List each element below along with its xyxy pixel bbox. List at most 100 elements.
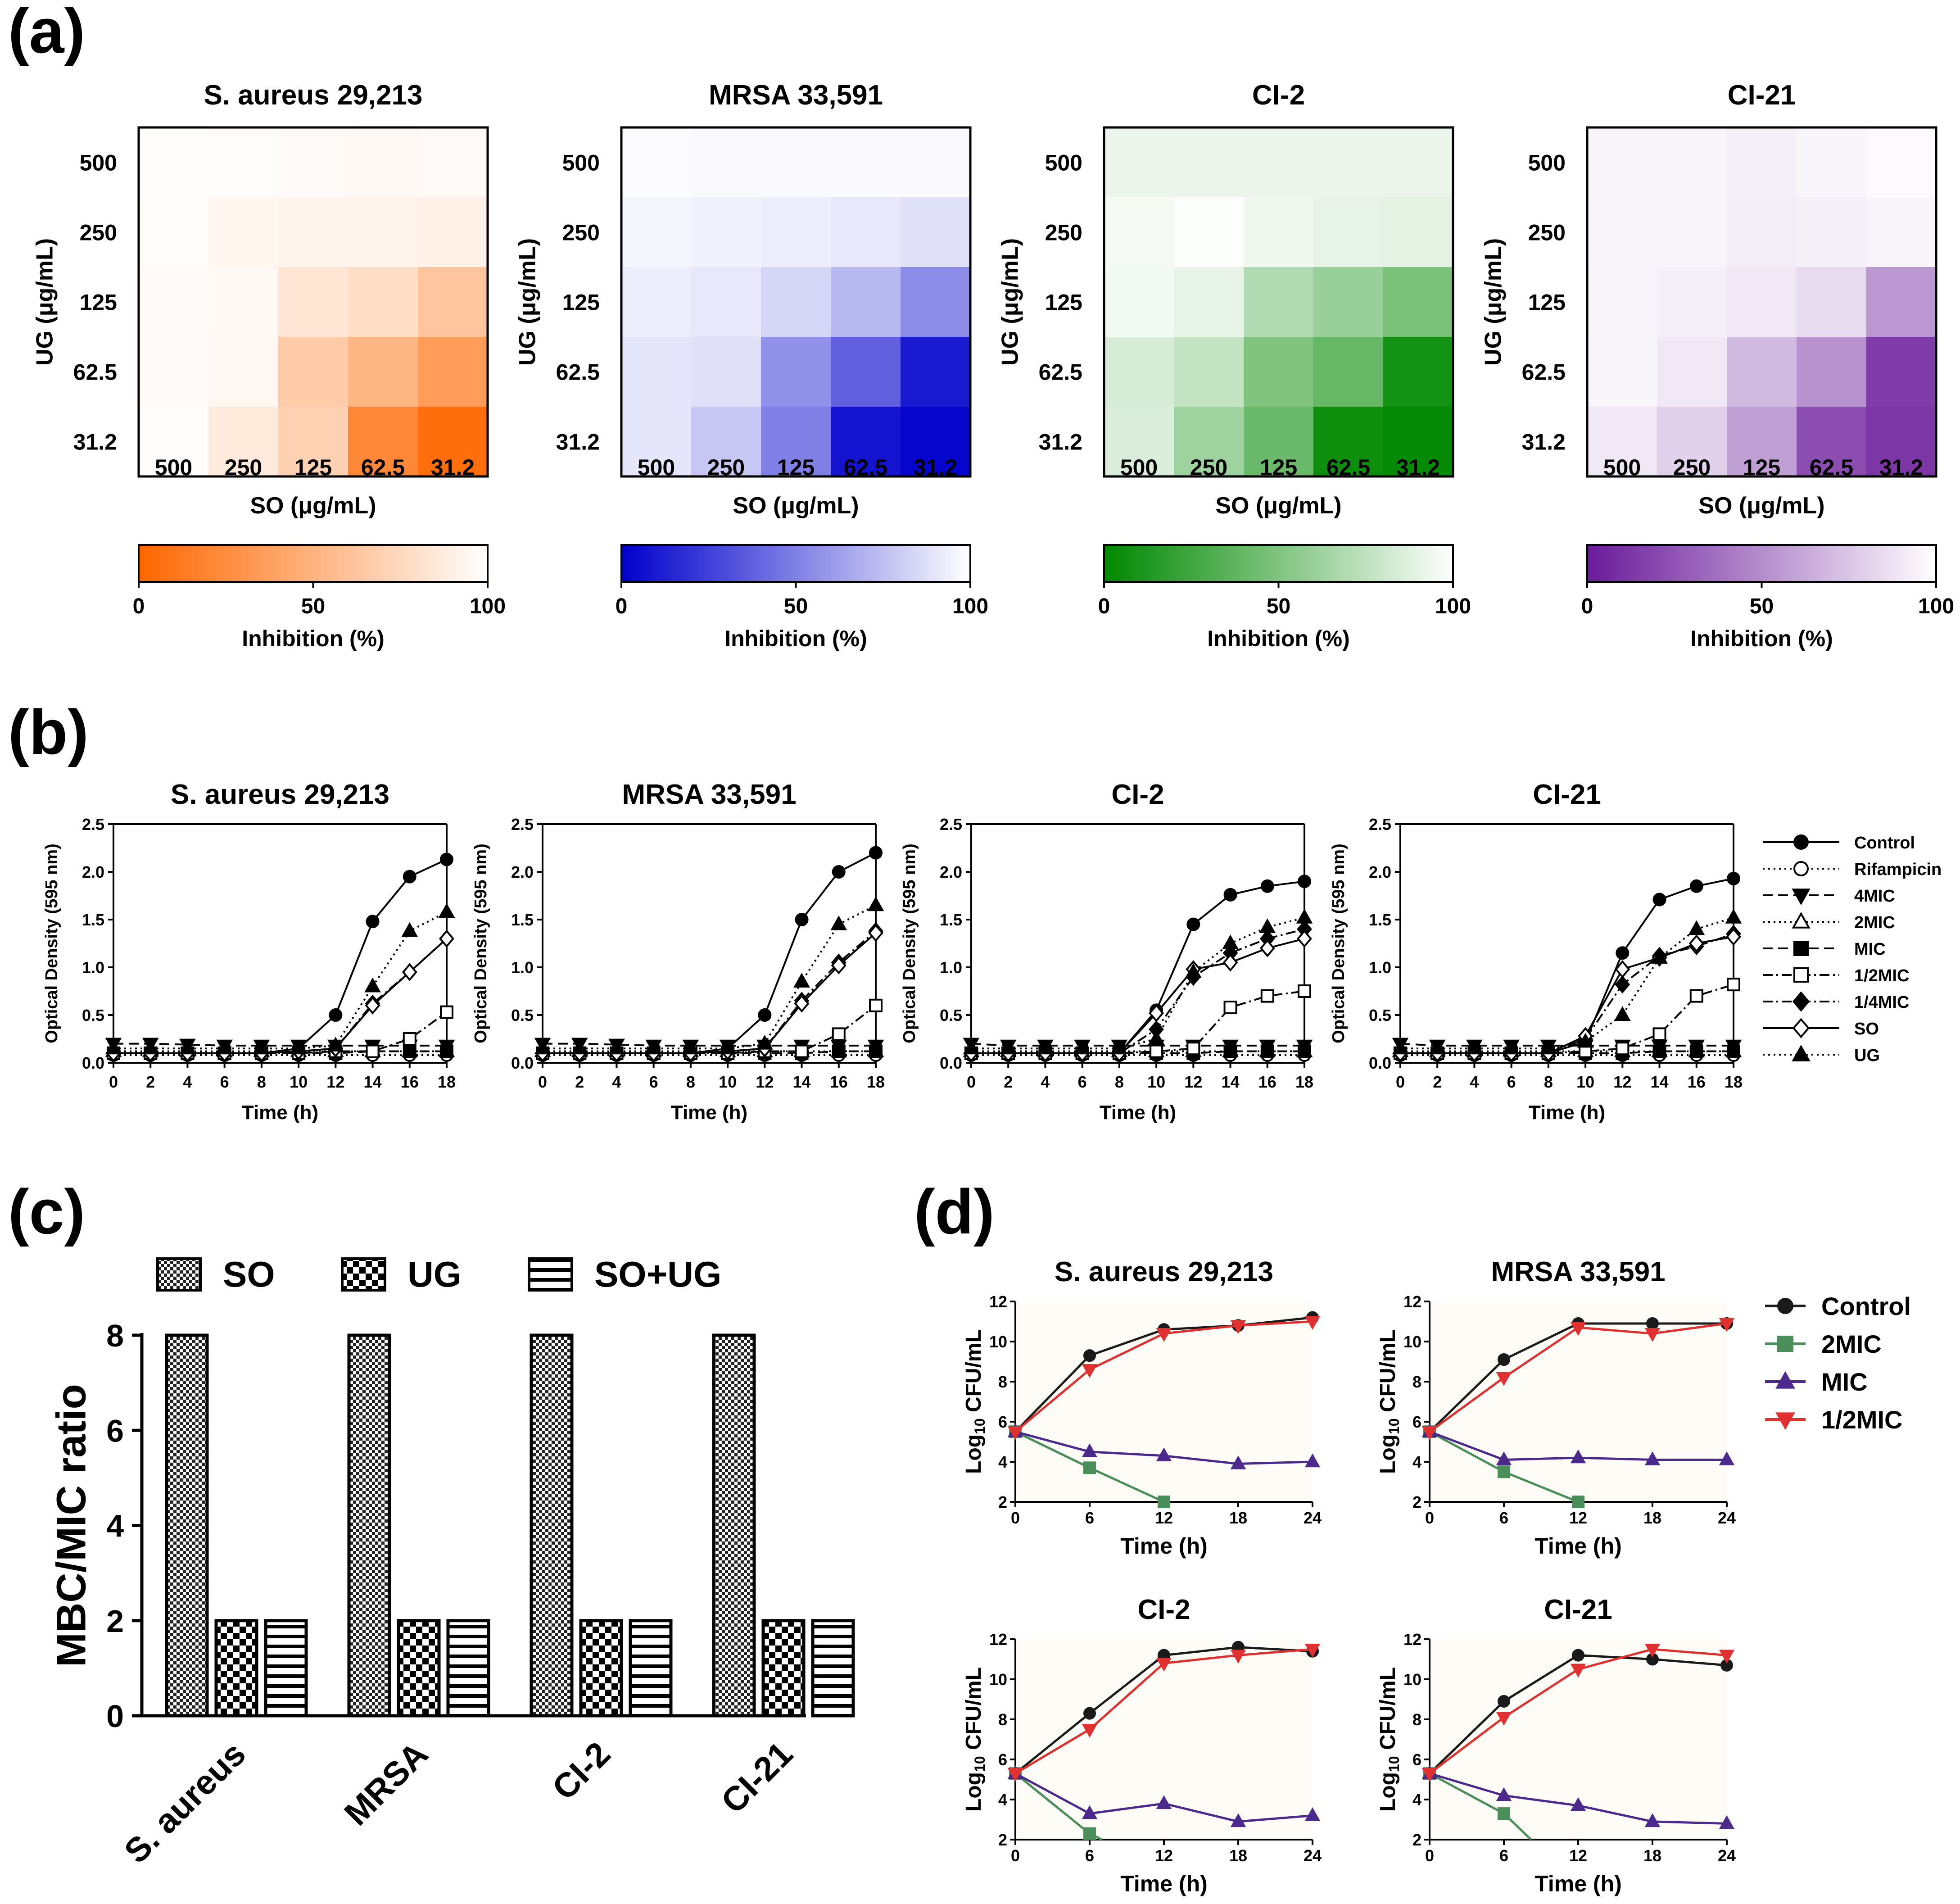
data-point	[1037, 1039, 1054, 1055]
y-tick-label: 1.0	[82, 958, 104, 977]
y-tick-label: 1.0	[1369, 958, 1391, 977]
data-point	[1652, 1027, 1666, 1041]
y-axis-label: Optical Density (595 nm)	[900, 843, 919, 1043]
row-tick-label: 31.2	[1522, 430, 1566, 455]
y-tick-label: 10	[989, 1670, 1007, 1689]
bar-UG	[761, 1619, 806, 1718]
y-tick-label: 1.5	[1369, 911, 1391, 929]
x-tick-label: 12	[1613, 1073, 1631, 1091]
heatmap-cell	[139, 407, 209, 477]
col-axis-label: SO (μg/mL)	[733, 493, 859, 519]
growth-plot-4: CI-21 0.0 0.5 1.0 1.5 2.0 2.5 0 2 4 6 8 10 12 14 16 18 Ti…	[1329, 779, 1743, 1124]
colorbar-tick-label: 50	[301, 594, 325, 618]
row-tick-label: 125	[1045, 290, 1082, 315]
data-point	[365, 996, 380, 1015]
x-tick-label: 0	[1425, 1846, 1434, 1865]
heatmap-cell	[1383, 197, 1453, 267]
heatmap-cell	[139, 337, 209, 407]
data-point	[1111, 1039, 1128, 1055]
heatmap-cell	[1313, 407, 1384, 477]
data-point	[1644, 1644, 1661, 1658]
x-tick-label: 0	[1011, 1509, 1020, 1527]
y-axis-label: Optical Density (595 nm)	[471, 843, 490, 1043]
x-tick-label: 14	[1651, 1073, 1669, 1091]
series-line-UG	[971, 916, 1305, 1050]
data-point	[1570, 1322, 1586, 1336]
data-point	[1719, 1650, 1735, 1664]
data-point	[1296, 909, 1313, 924]
x-tick-label: 6	[1085, 1509, 1094, 1527]
legend-label: MIC	[1854, 940, 1886, 959]
data-point	[1298, 984, 1311, 998]
data-point	[1498, 1807, 1510, 1820]
x-axis-label: Time (h)	[1535, 1533, 1622, 1559]
x-axis-label: Time (h)	[1535, 1871, 1622, 1896]
x-tick-label: 16	[1258, 1073, 1276, 1091]
data-point	[1616, 1042, 1630, 1056]
heatmap-cell	[1657, 127, 1727, 198]
legend-label: Control	[1821, 1292, 1911, 1320]
bar-UG	[214, 1619, 258, 1718]
row-axis-label: UG (μg/mL)	[32, 238, 58, 366]
x-tick-label: 24	[1304, 1509, 1322, 1527]
x-tick-label: 4	[612, 1073, 621, 1091]
data-point	[1082, 1364, 1098, 1378]
heatmap-cell	[418, 267, 488, 337]
x-tick-label: 14	[793, 1073, 811, 1091]
heatmap-title: MRSA 33,591	[709, 80, 883, 111]
x-tick-label: 2	[575, 1073, 584, 1091]
y-tick-label: 2	[1412, 1831, 1421, 1849]
series-line-Control	[1400, 877, 1734, 1054]
data-point	[440, 1005, 453, 1019]
timekill-legend: Control 2MIC MIC 1/2MIC	[1765, 1292, 1911, 1434]
heatmap-cell	[1244, 197, 1314, 267]
growth-title: S. aureus 29,213	[171, 779, 389, 810]
data-point	[440, 852, 453, 866]
data-point	[1260, 879, 1274, 893]
x-tick-label: 8	[1544, 1073, 1553, 1091]
data-point	[403, 1032, 416, 1046]
heatmap-cell	[691, 337, 761, 407]
data-point	[793, 973, 810, 988]
data-point	[1304, 1807, 1321, 1821]
row-tick-label: 62.5	[1039, 360, 1082, 385]
heatmap-cell	[901, 337, 971, 407]
series-line-1/4MIC	[113, 938, 448, 1054]
y-axis-label: Log10 CFU/mL	[962, 1329, 988, 1474]
colorbar-tick-label: 100	[470, 594, 506, 618]
data-point	[1421, 1426, 1438, 1440]
col-tick-label: 500	[1603, 455, 1641, 480]
bar-UG	[579, 1619, 623, 1718]
legend-marker	[1792, 991, 1810, 1012]
category-label: CI-2	[545, 1735, 618, 1808]
data-point	[1230, 1813, 1246, 1827]
growth-legend: Control Rifampicin 4MIC 2MIC MIC 1/2MIC 1/4MIC…	[1763, 834, 1942, 1065]
data-point	[1719, 1318, 1735, 1332]
x-tick-label: 12	[1155, 1846, 1173, 1865]
row-tick-label: 250	[80, 220, 117, 245]
data-point	[963, 1039, 980, 1055]
x-tick-label: 18	[1643, 1509, 1661, 1527]
series-line-1/2MIC	[113, 1011, 448, 1054]
y-tick-label: 1.0	[940, 958, 962, 977]
y-tick-label: 4	[106, 1509, 124, 1544]
y-axis-label: Log10 CFU/mL	[962, 1667, 988, 1812]
colorbar-tick-label: 0	[1581, 594, 1593, 618]
heatmap-cell	[621, 267, 692, 337]
data-point	[1689, 989, 1703, 1003]
data-point	[401, 922, 418, 937]
data-point	[1259, 939, 1275, 957]
heatmap-cell	[1244, 407, 1314, 477]
heatmap-cell	[901, 127, 971, 198]
heatmap-cell	[1174, 127, 1244, 198]
col-tick-label: 62.5	[1810, 455, 1853, 480]
heatmap-cell	[1244, 337, 1314, 407]
series-line-4MIC	[543, 1043, 876, 1047]
x-tick-label: 14	[364, 1073, 382, 1091]
heatmap-cell	[1866, 407, 1937, 477]
heatmap-cell	[691, 197, 761, 267]
growth-title: CI-21	[1533, 779, 1601, 810]
